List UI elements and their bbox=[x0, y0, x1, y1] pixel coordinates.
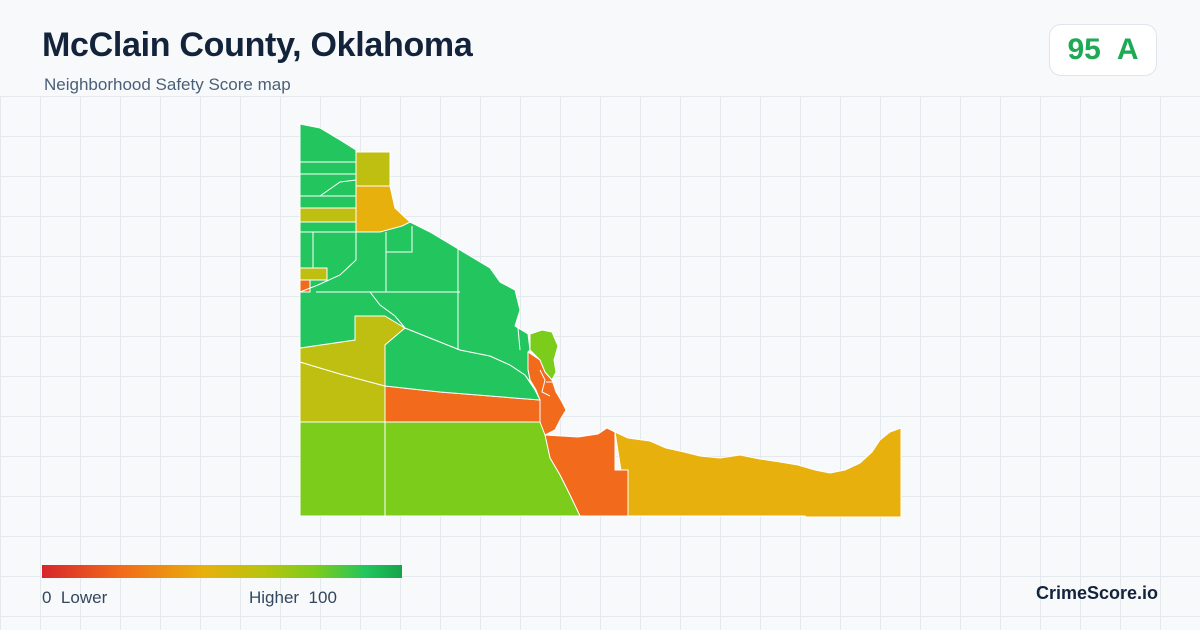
map-grid-background bbox=[0, 96, 1200, 630]
legend-min-label: 0 Lower bbox=[42, 588, 107, 608]
legend-low-label: Lower bbox=[60, 588, 108, 607]
page-subtitle: Neighborhood Safety Score map bbox=[44, 75, 291, 94]
header bbox=[0, 0, 1200, 96]
region-west-strip[interactable] bbox=[299, 207, 357, 223]
region-north-yellow[interactable] bbox=[355, 185, 411, 233]
legend-max-value: 100 bbox=[308, 588, 337, 607]
region-boundaries bbox=[299, 161, 556, 397]
legend-color-scale bbox=[42, 565, 402, 578]
legend-max-label: Higher 100 bbox=[249, 588, 337, 608]
region-west-tab[interactable] bbox=[299, 267, 328, 281]
legend-min-value: 0 bbox=[42, 588, 52, 607]
region-southeast[interactable] bbox=[614, 427, 902, 518]
score-badge: 95 A bbox=[1049, 24, 1157, 76]
legend-high-label: Higher bbox=[249, 588, 300, 607]
page-title: McClain County, Oklahoma bbox=[42, 26, 473, 64]
region-southwest[interactable] bbox=[299, 421, 386, 517]
score-value: 95 bbox=[1067, 33, 1101, 66]
region-north-olive[interactable] bbox=[355, 151, 391, 187]
brand-name: CrimeScore.io bbox=[1035, 583, 1158, 603]
score-grade: A bbox=[1116, 33, 1139, 66]
region-northeast-blob[interactable] bbox=[529, 329, 559, 381]
